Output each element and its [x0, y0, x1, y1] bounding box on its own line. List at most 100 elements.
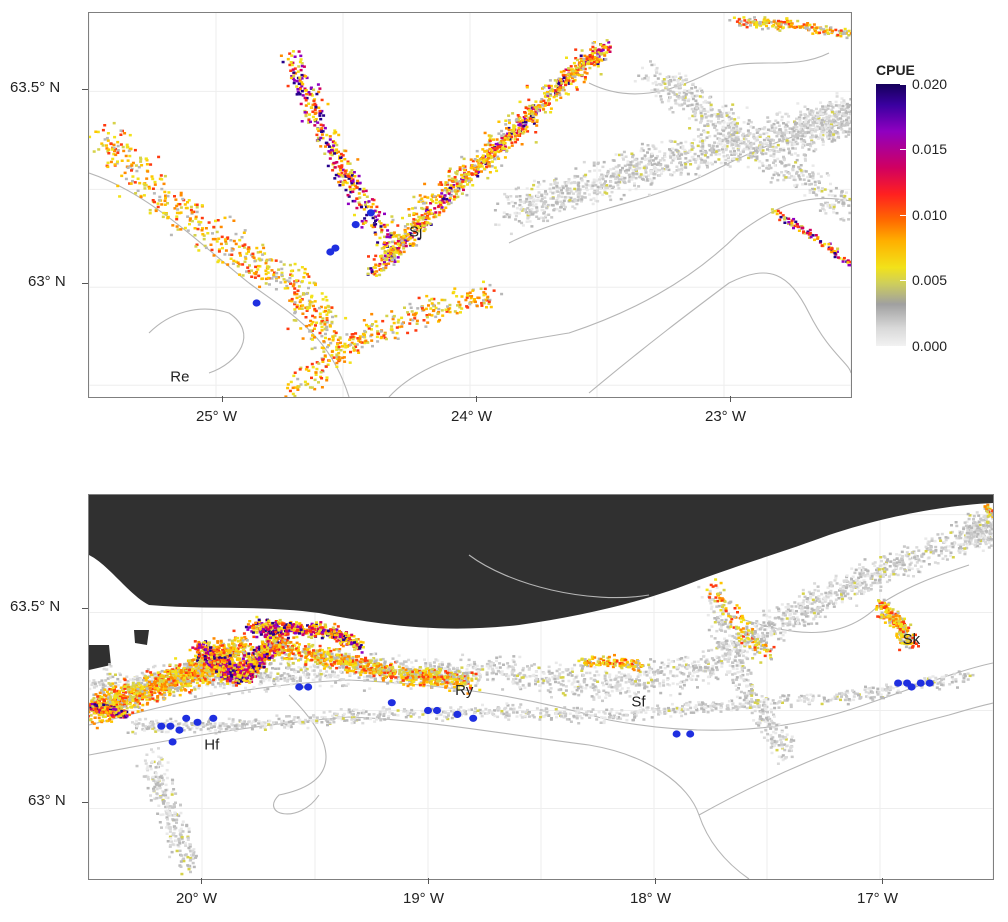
- cpue-point: [736, 135, 740, 139]
- cpue-point: [739, 127, 743, 131]
- cpue-point: [669, 173, 672, 176]
- cpue-point: [797, 130, 801, 134]
- cpue-point: [378, 262, 382, 266]
- cpue-point: [808, 173, 811, 176]
- cpue-point: [304, 316, 308, 319]
- cpue-point: [809, 109, 813, 112]
- cpue-point: [580, 178, 584, 181]
- cpue-point: [273, 271, 276, 274]
- cpue-point: [585, 183, 589, 187]
- cpue-point: [619, 197, 623, 201]
- cpue-point: [179, 191, 183, 195]
- cpue-point: [713, 126, 717, 129]
- cpue-point: [420, 307, 424, 310]
- cpue-point: [472, 172, 476, 176]
- cpue-point: [814, 234, 818, 237]
- cpue-point: [525, 187, 529, 190]
- cpue-point: [809, 233, 813, 237]
- cpue-point: [774, 119, 778, 122]
- cpue-point: [327, 344, 331, 347]
- cpue-point: [264, 277, 268, 281]
- cpue-point: [440, 183, 444, 186]
- cpue-point: [546, 94, 550, 97]
- cpue-point: [325, 321, 329, 324]
- cpue-point: [513, 211, 517, 215]
- cpue-point: [487, 151, 491, 155]
- cpue-point: [614, 165, 618, 169]
- cpue-point: [113, 149, 116, 153]
- cpue-point: [669, 80, 673, 83]
- station-marker[interactable]: [366, 209, 375, 217]
- station-marker[interactable]: [326, 248, 335, 256]
- cpue-point: [319, 145, 323, 148]
- cpue-point: [285, 284, 289, 288]
- cpue-point: [164, 194, 167, 198]
- cpue-point: [311, 338, 314, 341]
- cpue-point: [656, 77, 660, 80]
- cpue-point: [457, 185, 461, 188]
- cpue-point: [307, 306, 311, 309]
- station-marker[interactable]: [351, 221, 360, 229]
- cpue-point: [643, 154, 647, 157]
- cpue-point: [492, 138, 495, 141]
- cpue-point: [475, 155, 479, 158]
- cpue-point: [771, 128, 775, 132]
- station-marker[interactable]: [252, 299, 261, 307]
- cpue-point: [325, 133, 329, 137]
- cpue-point: [827, 193, 831, 197]
- cpue-point: [663, 155, 667, 158]
- cpue-point: [976, 531, 980, 534]
- cpue-point: [530, 106, 534, 109]
- cpue-point: [546, 203, 550, 207]
- cpue-point: [565, 189, 569, 192]
- cpue-point: [593, 51, 597, 55]
- cpue-point: [811, 187, 814, 191]
- cpue-point: [587, 59, 590, 62]
- cpue-point: [332, 356, 336, 359]
- bottom-map-panel[interactable]: Hf Ry Sf Sk: [88, 494, 994, 880]
- cpue-point: [286, 84, 290, 88]
- cpue-point: [799, 132, 803, 136]
- cpue-point: [480, 304, 484, 307]
- cpue-point: [542, 86, 546, 89]
- cpue-point: [307, 91, 311, 94]
- cpue-point: [809, 144, 813, 148]
- cpue-point: [734, 152, 738, 155]
- cpue-point: [169, 233, 173, 237]
- cpue-point: [311, 334, 314, 337]
- cpue-point: [293, 291, 297, 294]
- cpue-point: [142, 182, 146, 186]
- cpue-point: [477, 170, 481, 174]
- cpue-point: [718, 121, 722, 124]
- top-map-panel[interactable]: Sj Re: [88, 12, 852, 398]
- cpue-point: [520, 143, 524, 146]
- cpue-point: [581, 62, 585, 65]
- cpue-point: [691, 97, 695, 101]
- cpue-point: [429, 202, 433, 205]
- cpue-point: [822, 28, 826, 31]
- cpue-point: [813, 118, 817, 122]
- cpue-point: [790, 219, 794, 222]
- cpue-point: [637, 691, 640, 694]
- cpue-point: [567, 79, 571, 82]
- cpue-point: [380, 258, 384, 262]
- cpue-point: [812, 135, 816, 138]
- cpue-point: [739, 20, 743, 23]
- cpue-point: [410, 310, 414, 313]
- cpue-point: [374, 274, 378, 277]
- cpue-point: [321, 298, 325, 301]
- cpue-point: [349, 177, 353, 180]
- cpue-point: [709, 161, 713, 165]
- cpue-point: [645, 157, 649, 161]
- cpue-point: [589, 48, 593, 51]
- cpue-point: [500, 164, 504, 167]
- cpue-point: [833, 139, 837, 142]
- cpue-point: [458, 303, 462, 307]
- cpue-point: [793, 26, 797, 29]
- cpue-point: [809, 175, 813, 178]
- cpue-point: [480, 170, 483, 173]
- cpue-point: [626, 163, 630, 166]
- cpue-point: [392, 314, 396, 318]
- cpue-point: [790, 221, 794, 225]
- cpue-point: [215, 240, 219, 243]
